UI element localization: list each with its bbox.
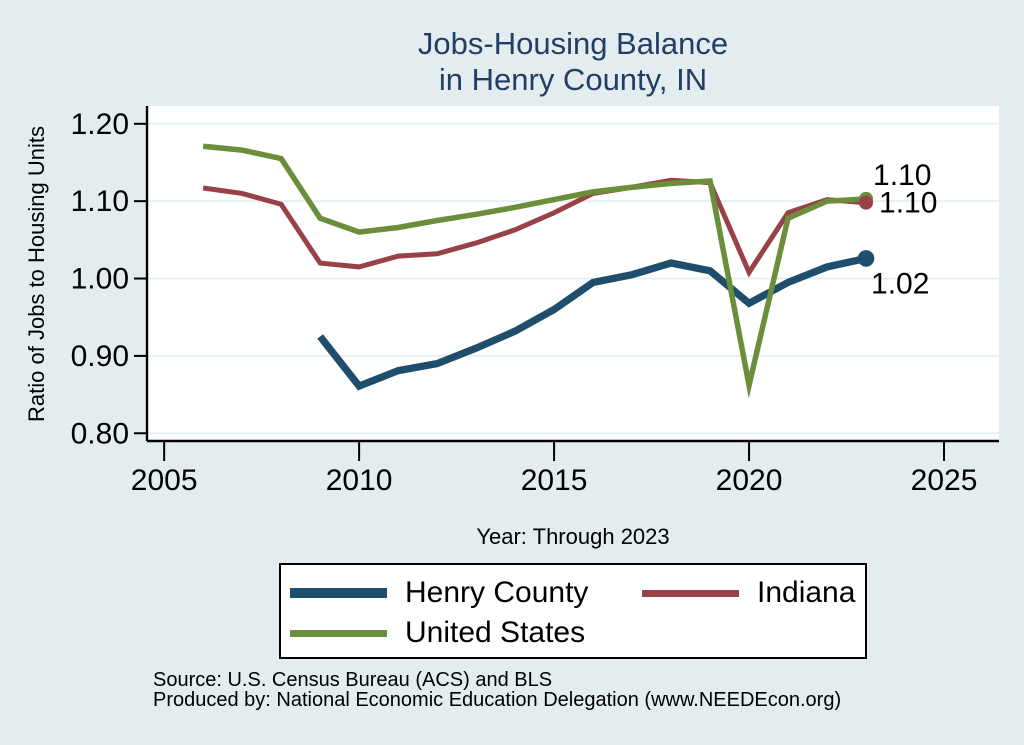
y-tick-label: 1.10 — [71, 185, 129, 218]
chart-title-line1: Jobs-Housing Balance — [417, 26, 729, 61]
chart-title: Jobs-Housing Balance in Henry County, IN — [147, 26, 999, 98]
y-axis-title: Ratio of Jobs to Housing Units — [24, 126, 49, 422]
series-end-label-henry-county: 1.02 — [871, 267, 929, 300]
series-endpoint-dot-indiana — [859, 195, 874, 210]
y-tick-label: 1.00 — [71, 263, 129, 296]
legend-item-indiana: Indiana — [642, 573, 865, 613]
produced-by-line: Produced by: National Economic Education… — [153, 688, 842, 711]
legend-item-henry-county: Henry County — [290, 573, 642, 613]
x-tick-label: 2010 — [326, 464, 393, 497]
y-tick-label: 0.80 — [71, 417, 129, 450]
legend-label-indiana: Indiana — [757, 576, 856, 609]
series-line-united-states — [202, 143, 867, 399]
legend: Henry County Indiana United States — [279, 563, 867, 659]
series-end-label-united-states: 1.10 — [873, 159, 931, 192]
source-line: Source: U.S. Census Bureau (ACS) and BLS — [153, 669, 553, 691]
legend-label-united-states: United States — [405, 616, 586, 649]
series-end-label-indiana: 1.10 — [879, 187, 937, 220]
series-endpoint-dot-henry-county — [857, 250, 875, 267]
y-tick-label: 1.20 — [71, 108, 129, 141]
legend-swatch-henry-county — [290, 588, 387, 598]
line-chart: 0.80 0.90 1.00 1.10 1.20 2005 2010 2015 2020 2025… — [24, 106, 999, 497]
x-tick-label: 2025 — [911, 464, 978, 497]
x-tick-label: 2015 — [521, 464, 588, 497]
legend-item-united-states: United States — [290, 613, 642, 653]
source-note: Source: U.S. Census Bureau (ACS) and BLS… — [153, 669, 842, 711]
legend-label-henry-county: Henry County — [405, 576, 589, 609]
series-line-henry-county — [317, 254, 867, 391]
x-axis-title: Year: Through 2023 — [476, 524, 670, 549]
x-tick-label: 2020 — [716, 464, 783, 497]
legend-swatch-indiana — [642, 589, 739, 597]
y-tick-label: 0.90 — [71, 340, 129, 373]
chart-title-line2: in Henry County, IN — [438, 62, 708, 97]
legend-swatch-united-states — [290, 629, 387, 637]
series-line-indiana — [202, 177, 867, 278]
x-tick-label: 2005 — [131, 464, 198, 497]
plot-area — [147, 106, 999, 441]
